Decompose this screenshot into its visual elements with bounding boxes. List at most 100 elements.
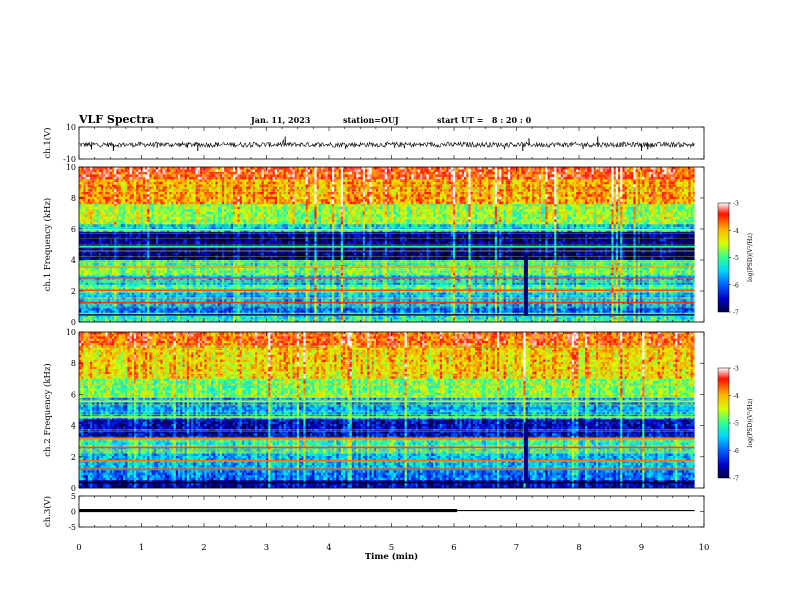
- ch1-spectrogram-cell: [688, 199, 691, 202]
- ch1-spectrogram-cell: [372, 169, 375, 172]
- ch1-spectrogram-cell: [121, 204, 124, 207]
- ch1-spectrogram-cell: [277, 169, 280, 172]
- ch1-spectrogram-cell: [567, 172, 570, 175]
- ch1-spectrogram-cell: [231, 197, 234, 200]
- ch1-spectrogram-cell: [273, 187, 276, 190]
- ch1-spectrogram-cell: [341, 194, 344, 197]
- ch1-spectrogram-cell: [449, 207, 452, 210]
- ch1-spectrogram-cell: [449, 184, 452, 187]
- ch1-spectrogram-cell: [409, 192, 412, 195]
- ch1-spectrogram-cell: [288, 194, 291, 197]
- ch1-spectrogram-cell: [207, 184, 210, 187]
- ch1-spectrogram-cell: [552, 199, 555, 202]
- ch1-spectrogram-cell: [596, 202, 599, 205]
- ch1-spectrogram-cell: [123, 174, 126, 177]
- ch1-spectrogram-cell: [581, 172, 584, 175]
- ch1-spectrogram-cell: [94, 207, 97, 210]
- ch1-spectrogram-cell: [614, 187, 617, 190]
- ch1-spectrogram-cell: [455, 194, 458, 197]
- ch1-spectrogram-cell: [435, 194, 438, 197]
- ch1-spectrogram-cell: [94, 209, 97, 212]
- ch1-spectrogram-cell: [218, 197, 221, 200]
- ch1-spectrogram-cell: [251, 204, 254, 207]
- ch1-spectrogram-cell: [209, 202, 212, 205]
- ch1-spectrogram-cell: [156, 177, 159, 180]
- ch1-spectrogram-cell: [127, 182, 129, 185]
- ch1-spectrogram-cell: [638, 177, 641, 180]
- ch1-spectrogram-cell: [273, 194, 276, 197]
- ch1-spectrogram-cell: [532, 182, 535, 185]
- ch1-spectrogram-cell: [182, 184, 185, 187]
- ch1-spectrogram-cell: [363, 177, 366, 180]
- ch1-spectrogram-cell: [275, 182, 278, 185]
- ch1-spectrogram-cell: [532, 207, 535, 210]
- ch1-spectrogram-cell: [493, 187, 496, 190]
- ch1-spectrogram-cell: [187, 209, 190, 212]
- ch1-spectrogram-cell: [281, 182, 284, 185]
- ch1-spectrogram-cell: [647, 199, 650, 202]
- ch1-spectrogram-cell: [105, 192, 108, 195]
- ch1-spectrogram-cell: [193, 197, 196, 200]
- ch1-spectrogram-cell: [510, 167, 513, 170]
- ch1-spectrogram-cell: [345, 182, 348, 185]
- ch1-spectrogram-cell: [391, 194, 394, 197]
- ch1-spectrogram-cell: [451, 177, 454, 180]
- ch1-spectrogram-cell: [548, 177, 551, 180]
- ch1-spectrogram-cell: [297, 204, 300, 207]
- ch1-spectrogram-cell: [147, 207, 150, 210]
- ch1-spectrogram-cell: [543, 199, 546, 202]
- ch1-spectrogram-cell: [664, 194, 667, 197]
- ch1-spectrogram-cell: [669, 207, 672, 210]
- ch1-spectrogram-cell: [237, 172, 240, 175]
- ch1-spectrogram-cell: [638, 174, 641, 177]
- ch1-spectrogram-cell: [130, 172, 133, 175]
- ch1-spectrogram-cell: [622, 172, 625, 175]
- ch1-spectrogram-cell: [440, 192, 443, 195]
- ch1-spectrogram-cell: [477, 197, 480, 200]
- ch1-spectrogram-cell: [176, 209, 179, 212]
- ch1-spectrogram-cell: [347, 207, 350, 210]
- ch1-spectrogram-cell: [605, 182, 608, 185]
- ch1-spectrogram-cell: [310, 169, 313, 172]
- ch1-spectrogram-cell: [310, 182, 313, 185]
- ch1-spectrogram-cell: [651, 204, 654, 207]
- ch1-spectrogram-cell: [343, 202, 346, 205]
- ch1-spectrogram-cell: [510, 204, 513, 207]
- ch1-spectrogram-cell: [314, 197, 317, 200]
- ch1-spectrogram-cell: [141, 197, 144, 200]
- ch1-spectrogram-cell: [343, 199, 346, 202]
- ch1-spectrogram-cell: [301, 204, 304, 207]
- ch1-spectrogram-cell: [631, 207, 634, 210]
- ch1-spectrogram-cell: [455, 184, 458, 187]
- ch1-spectrogram-cell: [653, 187, 656, 190]
- ch1-spectrogram-cell: [90, 204, 93, 207]
- ch1-spectrogram-cell: [400, 204, 403, 207]
- ch1-spectrogram-cell: [523, 199, 526, 202]
- ch1-spectrogram-cell: [372, 192, 375, 195]
- ch1-spectrogram-cell: [484, 197, 487, 200]
- ch1-spectrogram-cell: [600, 202, 603, 205]
- ch1-spectrogram-cell: [658, 184, 661, 187]
- ch1-spectrogram-cell: [154, 182, 157, 185]
- ch1-spectrogram-cell: [242, 194, 245, 197]
- ch1-spectrogram-cell: [317, 184, 320, 187]
- ch1-spectrogram-cell: [565, 192, 568, 195]
- ch1-spectrogram-cell: [394, 184, 397, 187]
- ch1-spectrogram-cell: [411, 207, 414, 210]
- ch1-spectrogram-cell: [585, 199, 588, 202]
- ch1-spectrogram-cell: [611, 184, 614, 187]
- ch1-spectrogram-cell: [180, 182, 183, 185]
- ch1-spectrogram-cell: [165, 174, 168, 177]
- ch1-spectrogram-cell: [169, 174, 172, 177]
- ch1-spectrogram-cell: [372, 174, 375, 177]
- ch1-spectrogram-cell: [226, 192, 229, 195]
- ch1-spectrogram-cell: [242, 192, 245, 195]
- ch1-spectrogram-cell: [336, 187, 339, 190]
- ch1-spectrogram-cell: [231, 184, 234, 187]
- ch1-spectrogram-cell: [576, 169, 579, 172]
- ch1-spectrogram-cell: [594, 177, 597, 180]
- ch1-spectrogram-cell: [270, 192, 273, 195]
- ch1-spectrogram-cell: [559, 182, 562, 185]
- ch1-spectrogram-cell: [618, 182, 621, 185]
- ch1-spectrogram-cell: [358, 187, 361, 190]
